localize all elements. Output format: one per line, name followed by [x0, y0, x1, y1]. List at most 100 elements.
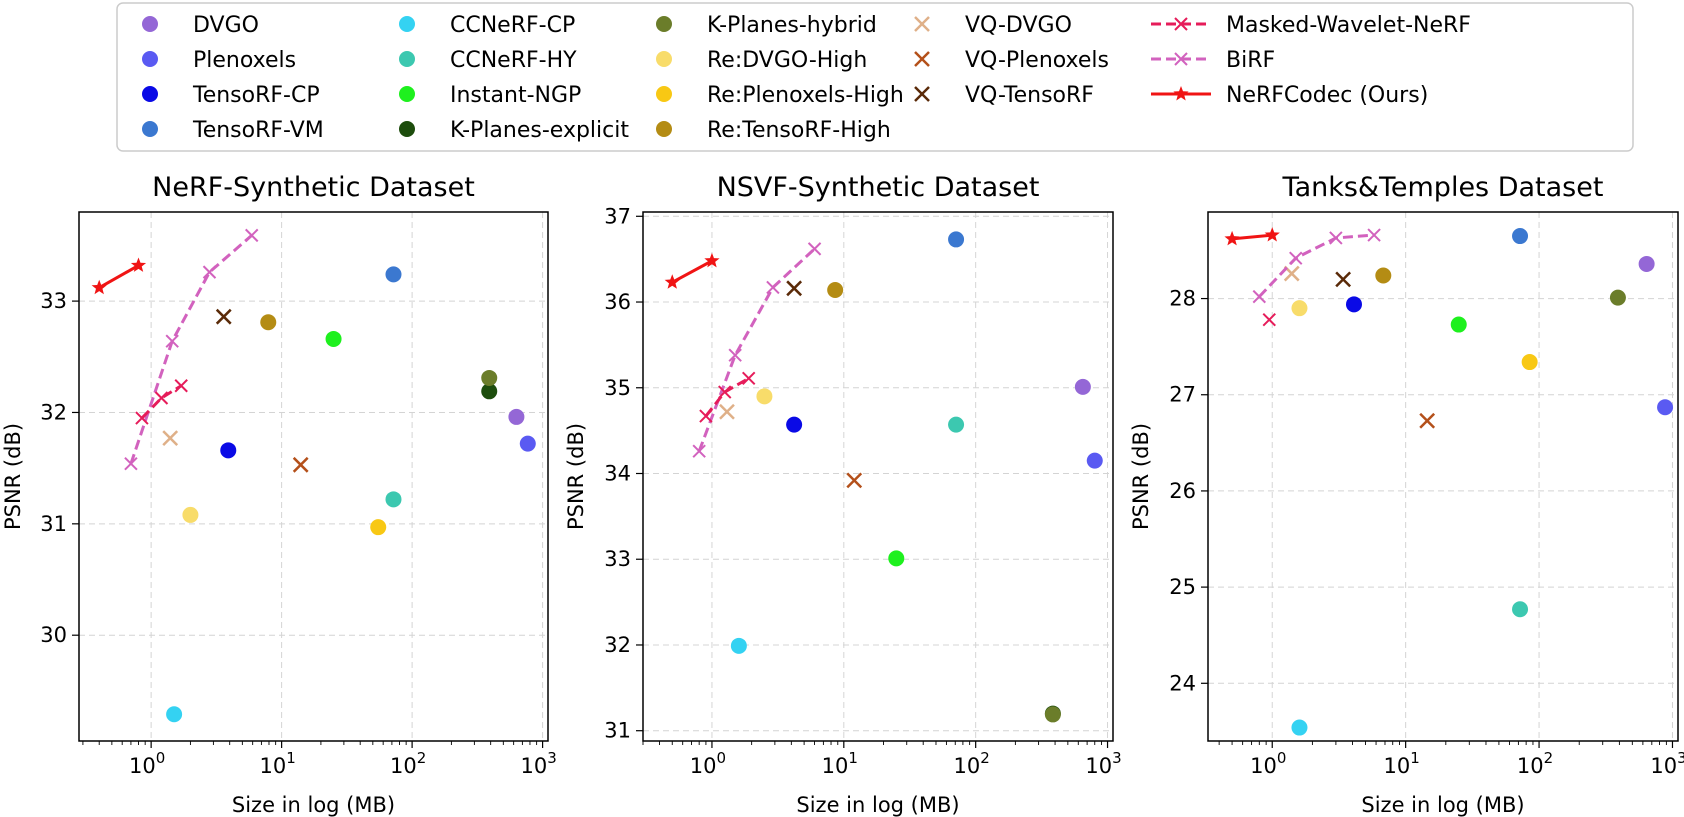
- legend-vq-tensorf-item: VQ-TensoRF: [914, 83, 1094, 108]
- legend-k-planes-hybrid-label: K-Planes-hybrid: [707, 13, 877, 38]
- x-axis-label: Size in log (MB): [232, 793, 395, 817]
- legend-tensorf-cp-marker: [142, 86, 158, 102]
- point-vq-plenoxels: [292, 456, 309, 473]
- series-masked-wavelet-nerf-marker: [174, 379, 188, 393]
- legend-k-planes-explicit-label: K-Planes-explicit: [450, 118, 629, 143]
- series-birf-marker: [165, 334, 179, 348]
- x-tick-label: 101: [822, 749, 858, 778]
- axes-frame: [642, 211, 1114, 742]
- point-ccnerf-cp: [1291, 719, 1308, 736]
- series-birf-marker: [1329, 231, 1343, 245]
- point-k-planes-hybrid: [1609, 289, 1626, 306]
- legend-k-planes-explicit-marker: [399, 121, 415, 137]
- y-axis-label: PSNR (dB): [1129, 423, 1153, 530]
- point-re-plenoxels-high: [370, 519, 387, 536]
- x-tick-label: 100: [690, 749, 726, 778]
- x-tick-exponent: 1: [1410, 749, 1420, 767]
- legend-re-plenoxels-high-marker: [656, 86, 672, 102]
- point-dvgo: [508, 408, 525, 425]
- legend-plenoxels-item: Plenoxels: [142, 48, 296, 73]
- y-tick-label: 25: [1169, 575, 1196, 599]
- series-birf-marker: [1289, 251, 1303, 265]
- point-ccnerf-hy: [948, 416, 965, 433]
- legend-masked-wavelet-nerf-item: Masked-Wavelet-NeRF: [1151, 13, 1471, 38]
- legend-re-tensorf-high-item: Re:TensoRF-High: [656, 118, 891, 143]
- legend-vq-plenoxels-label: VQ-Plenoxels: [965, 48, 1109, 73]
- legend-nerfcodec-ours-item: NeRFCodec (Ours): [1151, 83, 1428, 108]
- y-tick-label: 32: [604, 633, 631, 657]
- legend-vq-plenoxels-marker: [914, 51, 930, 67]
- series-masked-wavelet-nerf-marker: [741, 371, 756, 386]
- legend-k-planes-explicit-item: K-Planes-explicit: [399, 118, 629, 143]
- series-nerfcodec-ours-line: [98, 264, 140, 290]
- point-vq-dvgo: [162, 430, 179, 446]
- series-nerfcodec-ours-line: [1231, 233, 1273, 241]
- legend-vq-dvgo-item: VQ-DVGO: [914, 13, 1072, 38]
- x-tick-label: 100: [1250, 749, 1286, 778]
- x-tick-exponent: 2: [417, 749, 427, 767]
- series-birf-marker: [245, 228, 259, 243]
- point-plenoxels: [519, 435, 536, 452]
- series-masked-wavelet-nerf-line: [140, 384, 183, 420]
- legend-nerfcodec-ours-label: NeRFCodec (Ours): [1226, 83, 1428, 108]
- legend-plenoxels-marker: [142, 51, 158, 67]
- chart-title: Tanks&Temples Dataset: [1282, 172, 1604, 203]
- series-birf-marker: [1367, 228, 1381, 242]
- point-re-tensorf-high: [1375, 267, 1392, 284]
- chart-panel-2: 100 101 102 10331323334353637NSVF-Synthetic…: [564, 172, 1122, 817]
- y-tick-label: 31: [40, 512, 67, 536]
- chart-title: NeRF-Synthetic Dataset: [152, 172, 475, 203]
- point-vq-dvgo: [719, 403, 735, 420]
- series-nerfcodec-ours-marker: [664, 274, 680, 289]
- x-axis-label: Size in log (MB): [796, 793, 959, 817]
- legend-re-tensorf-high-label: Re:TensoRF-High: [707, 118, 891, 143]
- y-tick-label: 27: [1169, 383, 1196, 407]
- legend-tensorf-cp-label: TensoRF-CP: [192, 83, 320, 108]
- legend-instant-ngp-item: Instant-NGP: [399, 83, 581, 108]
- y-tick-label: 24: [1169, 671, 1196, 695]
- series-masked-wavelet-nerf-marker: [135, 411, 149, 425]
- x-tick-label: 102: [954, 749, 990, 778]
- axes-frame: [1207, 211, 1679, 742]
- x-tick-label: 102: [390, 749, 426, 778]
- legend-ccnerf-cp-label: CCNeRF-CP: [450, 13, 575, 38]
- point-re-tensorf-high: [827, 282, 844, 299]
- x-tick-exponent: 1: [848, 749, 858, 767]
- point-dvgo: [1074, 378, 1091, 395]
- point-vq-plenoxels: [1419, 412, 1436, 429]
- point-vq-tensorf: [786, 280, 803, 297]
- point-re-dvgo-high: [182, 506, 199, 523]
- legend-ccnerf-cp-marker: [399, 16, 415, 32]
- legend-instant-ngp-label: Instant-NGP: [450, 83, 581, 108]
- point-tensorf-vm: [1512, 228, 1529, 245]
- point-instant-ngp: [325, 330, 342, 347]
- x-tick-label: 100: [129, 749, 165, 778]
- legend-birf-label: BiRF: [1226, 48, 1275, 73]
- series-masked-wavelet-nerf-marker: [154, 391, 169, 405]
- legend-dvgo-label: DVGO: [193, 13, 259, 38]
- legend-vq-tensorf-marker: [914, 86, 930, 102]
- legend-k-planes-hybrid-item: K-Planes-hybrid: [656, 13, 877, 38]
- x-tick-exponent: 3: [1677, 749, 1684, 767]
- point-plenoxels: [1657, 399, 1674, 416]
- legend-frame: [116, 2, 1634, 152]
- y-tick-label: 30: [40, 623, 67, 647]
- point-re-dvgo-high: [756, 388, 773, 405]
- legend-plenoxels-label: Plenoxels: [193, 48, 296, 73]
- x-tick-label: 101: [259, 749, 295, 778]
- point-tensorf-cp: [220, 442, 237, 459]
- y-axis-label: PSNR (dB): [1, 423, 25, 530]
- point-re-plenoxels-high: [1521, 354, 1538, 371]
- x-tick-label: 103: [1650, 749, 1684, 778]
- chart-title: NSVF-Synthetic Dataset: [717, 172, 1040, 203]
- point-re-tensorf-high: [260, 314, 277, 331]
- y-axis-label: PSNR (dB): [564, 423, 588, 530]
- point-k-planes-hybrid: [481, 369, 498, 386]
- x-tick-exponent: 2: [980, 749, 990, 767]
- series-birf-marker: [766, 280, 780, 295]
- x-tick-exponent: 3: [547, 749, 557, 767]
- series-birf-marker: [807, 242, 822, 256]
- series-masked-wavelet-nerf-marker: [1262, 313, 1276, 327]
- x-tick-label: 103: [520, 749, 556, 778]
- x-axis-label: Size in log (MB): [1361, 793, 1524, 817]
